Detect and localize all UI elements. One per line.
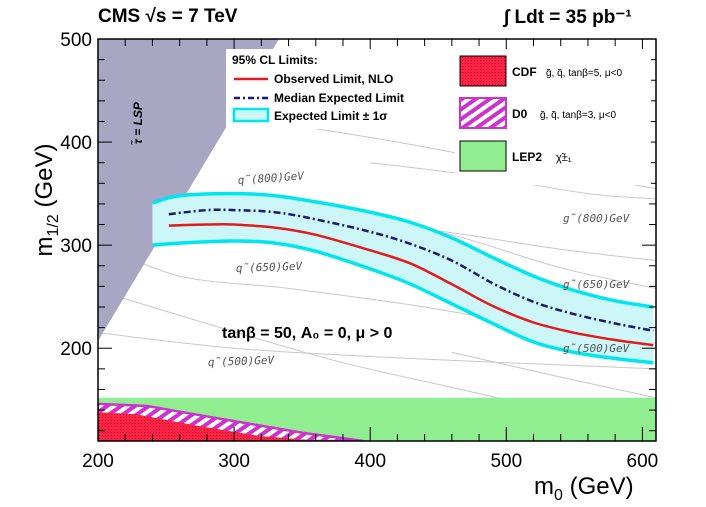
side-legend-detail-lep2: χ̃±₁ [556, 152, 572, 164]
plot-frame [97, 38, 657, 442]
median-expected-line [168, 208, 654, 332]
expected-band-upper [151, 191, 654, 309]
x-axis-title: m0 (GeV) [534, 473, 634, 504]
legend-box: 95% CL Limits: Observed Limit, NLO Media… [226, 49, 430, 129]
y-tick-label: 500 [60, 30, 92, 51]
x-tick-label: 200 [82, 451, 114, 472]
legend-entry-band: Expected Limit ± 1σ [274, 109, 388, 123]
contour-label-gluino-500: g̃(500)GeV [563, 342, 631, 355]
x-tick-label: 500 [490, 451, 522, 472]
x-tick-label: 300 [218, 451, 250, 472]
params-label: tanβ = 50, A₀ = 0, μ > 0 [222, 325, 393, 342]
header-left: CMS √s = 7 TeV [98, 6, 238, 27]
contour-label-gluino-650: g̃(650)GeV [563, 278, 631, 291]
cdf-region [98, 412, 322, 441]
side-legend-detail-d0: g̃, q̃, tanβ=3, μ<0 [540, 110, 617, 121]
side-legend-label-d0: D0 [512, 107, 528, 121]
x-tick-label: 400 [354, 451, 386, 472]
side-legend-swatch-lep2 [459, 140, 507, 172]
contour-label-squark-500: q̃(500)GeV [208, 354, 276, 369]
contour-label-squark-650: q̃(650)GeV [236, 260, 304, 275]
mass-contour-line [98, 332, 656, 370]
x-tick-label: 600 [627, 451, 659, 472]
y-tick-label: 400 [60, 133, 92, 154]
side-legend-swatch-cdf [459, 55, 507, 87]
header-right: ∫ Ldt = 35 pb⁻¹ [504, 7, 632, 28]
side-legend-label-lep2: LEP2 [512, 150, 542, 164]
side-legend-detail-cdf: g̃, q̃, tanβ=5, μ<0 [546, 68, 623, 79]
y-tick-label: 200 [60, 339, 92, 360]
legend-title: 95% CL Limits: [232, 53, 318, 67]
side-legend-label-cdf: CDF [512, 65, 537, 79]
observed-limit-line [168, 223, 654, 347]
mass-contour-line [451, 351, 656, 399]
side-legend-swatch-d0 [459, 97, 507, 129]
contour-label-squark-800: q̃(800)GeV [237, 169, 305, 187]
contour-label-gluino-800: g̃(800)GeV [563, 212, 631, 225]
side-legend: CDF g̃, q̃, tanβ=5, μ<0 D0 g̃, q̃, tanβ=… [455, 49, 651, 185]
legend-entry-median: Median Expected Limit [274, 91, 404, 105]
legend-swatch-band [232, 107, 270, 123]
legend-entry-observed: Observed Limit, NLO [274, 72, 393, 86]
y-tick-label: 300 [60, 236, 92, 257]
y-axis-title: m1/2 (GeV) [31, 144, 62, 257]
expected-band-lower [152, 239, 654, 365]
stau-lsp-label: τ̃ = LSP [130, 101, 145, 145]
